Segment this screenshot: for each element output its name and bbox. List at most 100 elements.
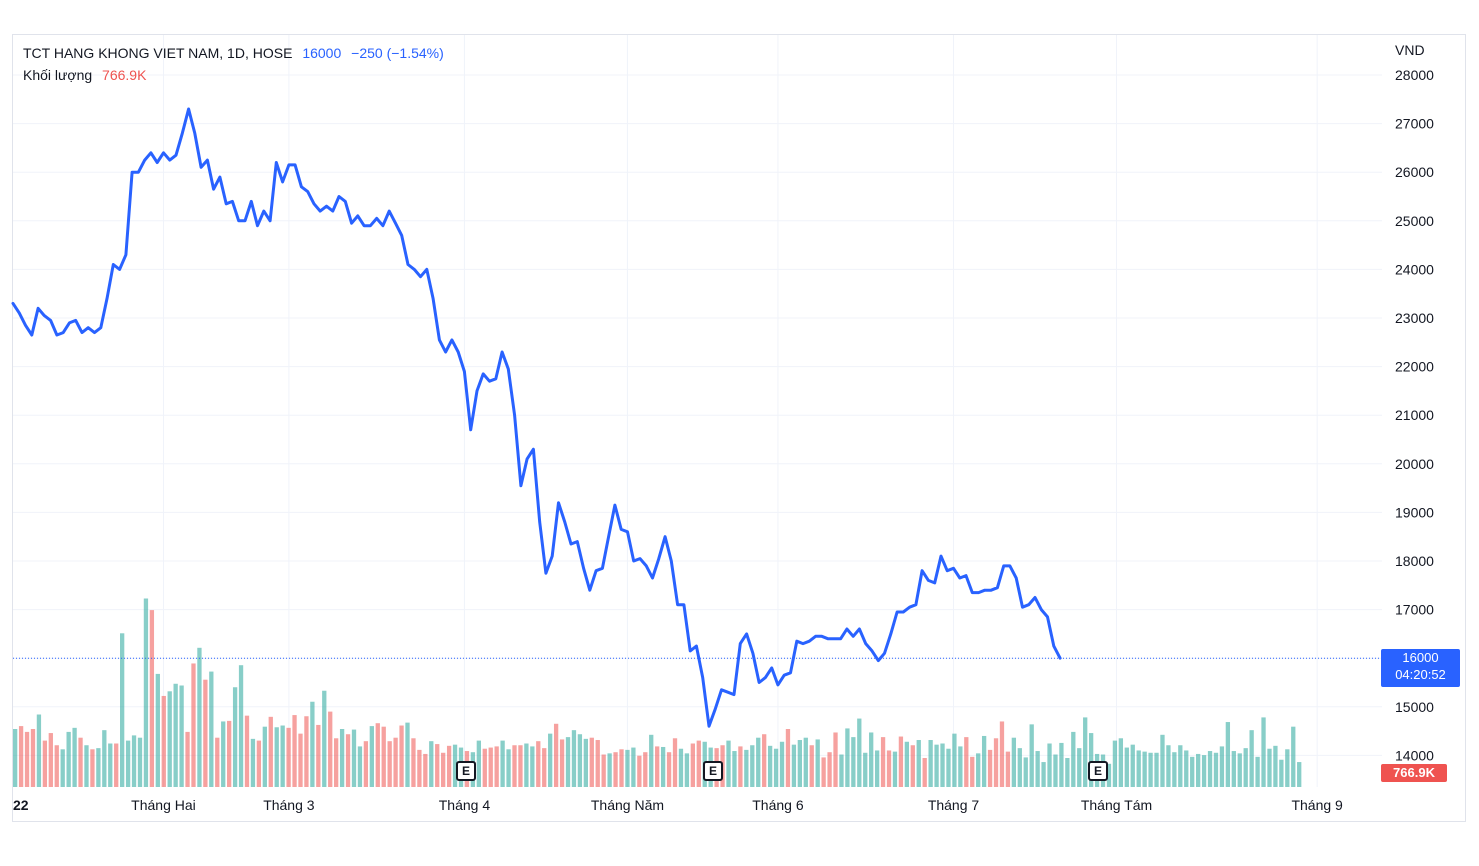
volume-bar (595, 740, 600, 787)
volume-bar (970, 756, 975, 787)
volume-bar (773, 748, 779, 787)
volume-bar (227, 720, 232, 787)
volume-bar (417, 749, 422, 787)
volume-bar (767, 745, 773, 787)
volume-bar (476, 740, 481, 787)
volume-bar (334, 738, 339, 787)
volume-bar (446, 745, 452, 787)
volume-bar (964, 737, 969, 787)
symbol-title[interactable]: TCT HANG KHONG VIET NAM, 1D, HOSE (23, 45, 293, 61)
volume-bar (102, 730, 107, 787)
volume-label[interactable]: Khối lượng (23, 67, 93, 83)
volume-bar (655, 746, 660, 787)
volume-bar (779, 741, 785, 787)
volume-bar (452, 744, 458, 787)
volume-bar (589, 737, 594, 787)
volume-bar (1225, 722, 1231, 787)
volume-bar (167, 691, 172, 787)
chart-frame (12, 34, 1466, 822)
volume-bar (363, 741, 369, 787)
volume-bar (1237, 753, 1242, 787)
earnings-marker-1[interactable]: E (456, 761, 476, 781)
symbol-legend: TCT HANG KHONG VIET NAM, 1D, HOSE 16000 … (23, 45, 450, 61)
volume-bar (1267, 748, 1272, 787)
volume-bar (298, 733, 303, 787)
volume-bar (952, 733, 957, 787)
volume-bar (857, 718, 862, 787)
y-tick-label: 28000 (1395, 67, 1434, 83)
volume-value: 766.9K (102, 67, 147, 83)
volume-bar (904, 741, 910, 787)
x-tick-label: Tháng 4 (439, 797, 491, 813)
volume-bar (78, 737, 83, 787)
volume-bar (1011, 737, 1017, 787)
y-tick-label: 22000 (1395, 359, 1434, 375)
volume-bar (928, 740, 933, 787)
volume-bar (613, 752, 618, 787)
volume-bar (1136, 750, 1141, 787)
volume-bar (1118, 738, 1124, 787)
volume-bar (625, 749, 630, 787)
volume-bar (791, 744, 797, 787)
volume-bar (238, 665, 244, 787)
currency-label: VND (1395, 42, 1425, 58)
volume-bar (750, 745, 755, 787)
volume-bar (577, 734, 583, 787)
y-tick-label: 18000 (1395, 553, 1434, 569)
volume-bar (120, 633, 125, 787)
x-tick-label: Tháng 9 (1291, 797, 1343, 813)
volume-bar (874, 750, 880, 787)
last-price: 16000 (302, 45, 342, 61)
volume-bar (1195, 753, 1201, 787)
price-tag-value: 16000 (1402, 650, 1439, 665)
volume-bar (250, 738, 256, 787)
volume-bar (381, 726, 386, 787)
volume-bar (1172, 752, 1177, 787)
volume-bar (524, 743, 529, 787)
volume-bar (518, 745, 523, 787)
volume-bar (1005, 751, 1011, 787)
volume-bar (482, 748, 487, 787)
volume-bar (1106, 763, 1112, 787)
volume-bar (886, 750, 892, 787)
volume-bar (1291, 726, 1296, 787)
volume-bar (898, 736, 904, 787)
volume-bar (369, 726, 374, 787)
volume-bar (1285, 749, 1290, 787)
volume-bar (30, 729, 36, 787)
volume-bar (607, 753, 612, 787)
volume-bar (506, 749, 511, 787)
volume-bar (161, 695, 166, 787)
x-tick-label: Tháng 3 (263, 797, 315, 813)
volume-bar (839, 754, 844, 787)
x-tick-label: Tháng Tám (1081, 797, 1152, 813)
volume-bar (649, 734, 654, 787)
volume-bar (940, 743, 945, 787)
volume-bar (405, 722, 410, 787)
volume-bar (565, 737, 571, 787)
volume-bar (559, 739, 565, 787)
volume-bar (851, 737, 856, 787)
volume-bar (672, 738, 678, 787)
volume-bar (536, 741, 541, 787)
volume-bar (262, 726, 267, 787)
volume-bar (316, 724, 321, 787)
volume-bar (1160, 734, 1165, 787)
earnings-marker-3[interactable]: E (1088, 761, 1108, 781)
volume-bar (1190, 756, 1195, 787)
volume-bar (48, 733, 53, 787)
volume-bar (880, 737, 886, 787)
volume-bar (732, 751, 737, 787)
volume-bar (1273, 745, 1278, 787)
y-tick-label: 26000 (1395, 164, 1434, 180)
earnings-marker-2[interactable]: E (703, 761, 723, 781)
volume-bar (1201, 755, 1207, 787)
volume-bar (619, 749, 624, 787)
volume-bar (821, 757, 826, 787)
volume-bar (1219, 746, 1225, 787)
volume-bar (660, 746, 666, 787)
volume-bar (322, 690, 327, 787)
volume-bar (393, 737, 398, 787)
volume-bar (1255, 756, 1260, 787)
